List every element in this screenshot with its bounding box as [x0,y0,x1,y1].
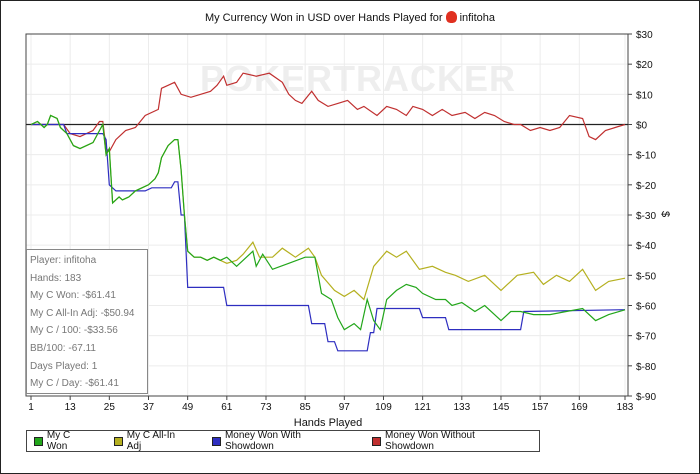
y-tick-label: $-40 [636,241,656,252]
x-tick-label: 49 [182,402,194,413]
x-tick-label: 85 [300,402,312,413]
x-tick-label: 145 [493,402,510,413]
y-tick-label: $20 [636,60,653,71]
y-tick-label: $-60 [636,302,656,313]
x-tick-label: 121 [414,402,431,413]
x-tick-label: 97 [339,402,351,413]
chart-title: My Currency Won in USD over Hands Played… [0,11,700,24]
stat-line: My C / Day: -$61.41 [30,378,119,390]
legend-swatch [34,436,43,446]
x-tick-label: 73 [260,402,272,413]
x-axis-label: Hands Played [293,417,363,429]
y-tick-label: $-80 [636,362,656,373]
stat-line: Days Played: 1 [30,360,98,372]
y-tick-label: $-70 [636,332,656,343]
legend-swatch [212,436,221,446]
series-line-my-c-won [30,114,626,332]
x-tick-label: 1 [28,402,34,413]
stats-box: Player: infitoha Hands: 183 My C Won: -$61… [26,249,148,394]
series-line-money-won-without-showdown [31,72,626,153]
spade-icon [445,11,457,23]
legend-swatch [372,436,382,446]
y-tick-label: $-50 [636,271,656,282]
x-tick-label: 13 [65,402,77,413]
y-tick-label: $-30 [636,211,656,222]
stat-line: My C / 100: -$33.56 [30,325,118,337]
stat-line: Hands: 183 [30,272,82,284]
y-tick-label: $30 [636,30,653,41]
x-tick-label: 25 [104,402,116,413]
legend-label: My C All-In Adj [126,430,176,452]
y-tick-label: $-10 [636,151,656,162]
x-tick-label: 169 [571,402,588,413]
stat-line: My C All-In Adj: -$50.94 [30,307,135,319]
title-text: My Currency Won in USD over Hands Played… [204,12,443,24]
x-tick-label: 61 [221,402,233,413]
stat-line: BB/100: -67.11 [30,342,96,354]
legend-swatch [113,436,123,446]
legend-item: My C Won [34,430,93,452]
x-tick-label: 157 [532,402,549,413]
legend-label: Money Won With Showdown [224,430,301,452]
y-tick-label: $0 [636,121,648,132]
legend-item: Money Won Without Showdown [372,430,525,452]
y-tick-label: $-20 [636,181,656,192]
x-tick-label: 109 [375,402,392,413]
stat-line: My C Won: -$61.41 [30,290,116,302]
series-line-money-won-with-showdown [31,123,626,352]
legend-label: My C Won [46,430,71,452]
legend-label: Money Won Without Showdown [385,430,475,452]
stat-line: Player: infitoha [30,255,97,266]
x-tick-label: 37 [143,402,155,413]
y-tick-label: $-90 [636,392,656,403]
y-tick-label: $10 [636,90,653,101]
x-tick-label: 133 [453,402,470,413]
legend: My C Won My C All-In Adj Money Won With Sh… [26,430,540,452]
legend-item: Money Won With Showdown [212,430,351,452]
y-axis-label: $ [659,210,672,218]
watermark-logo: POKERTRACKER [200,58,517,99]
x-tick-label: 183 [617,402,634,413]
legend-item: My C All-In Adj [113,430,191,452]
player-name: infitoha [459,12,496,24]
